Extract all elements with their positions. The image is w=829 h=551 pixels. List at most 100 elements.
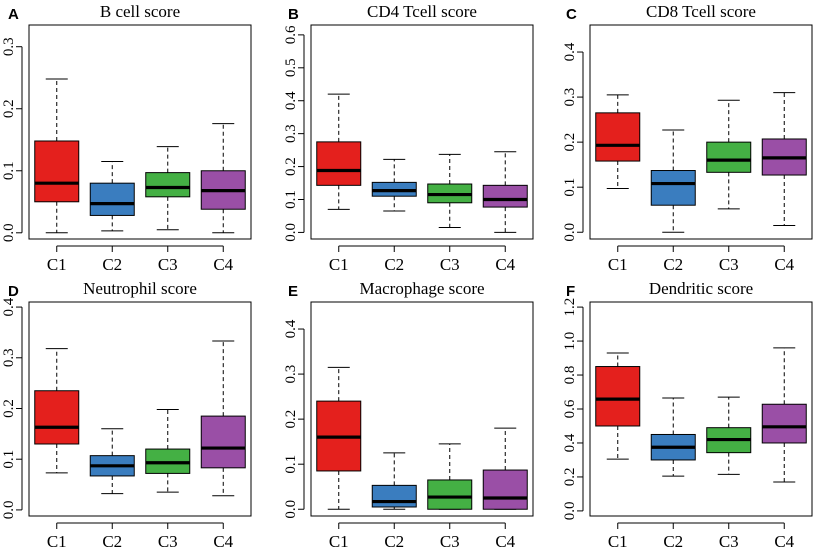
y-tick-label: 0.4 bbox=[562, 42, 578, 61]
panel-letter: D bbox=[8, 283, 19, 300]
plot-frame bbox=[310, 24, 534, 240]
chart-title: Dendritic score bbox=[649, 279, 753, 298]
x-tick-label: C4 bbox=[495, 532, 515, 551]
x-tick-label: C3 bbox=[719, 532, 739, 551]
y-tick-label: 0.3 bbox=[283, 124, 299, 143]
y-tick-label: 0.3 bbox=[562, 88, 578, 107]
y-tick-label: 0.4 bbox=[1, 297, 17, 316]
box-c4 bbox=[761, 92, 807, 226]
chart-title: Neutrophil score bbox=[83, 279, 197, 298]
box-c2 bbox=[371, 452, 417, 510]
x-tick-label: C1 bbox=[608, 255, 628, 274]
chart-title: CD4 Tcell score bbox=[367, 2, 477, 21]
box-c2 bbox=[650, 129, 696, 233]
panel-letter: E bbox=[288, 283, 298, 300]
box-c4 bbox=[761, 347, 807, 483]
plot-frame bbox=[589, 301, 813, 517]
x-tick-label: C4 bbox=[774, 255, 794, 274]
plot-frame bbox=[589, 24, 813, 240]
x-tick-label: C3 bbox=[158, 532, 178, 551]
x-tick-label: C2 bbox=[663, 532, 683, 551]
x-tick-label: C1 bbox=[329, 532, 349, 551]
plot-frame bbox=[310, 301, 534, 517]
iqr-box bbox=[482, 469, 528, 510]
x-tick-label: C1 bbox=[47, 532, 67, 551]
x-tick-label: C4 bbox=[495, 255, 515, 274]
x-tick-label: C4 bbox=[774, 532, 794, 551]
x-tick-label: C2 bbox=[102, 255, 122, 274]
iqr-box bbox=[89, 182, 135, 216]
plot-frame bbox=[28, 24, 252, 240]
y-tick-label: 0.2 bbox=[1, 399, 17, 418]
y-tick-label: 0.0 bbox=[283, 500, 299, 519]
panel-letter: B bbox=[288, 6, 299, 23]
chart-title: Macrophage score bbox=[359, 279, 484, 298]
box-c1 bbox=[316, 93, 362, 210]
box-c1 bbox=[34, 78, 80, 234]
box-c3 bbox=[427, 443, 473, 510]
box-c2 bbox=[89, 160, 135, 232]
box-c1 bbox=[595, 94, 641, 190]
y-tick-label: 0.6 bbox=[283, 25, 299, 44]
panel-letter: F bbox=[566, 283, 575, 300]
y-tick-label: 0.1 bbox=[1, 161, 17, 180]
chart-panel-d: D Neutrophil score 0.0 0.1 0.2 0.3 0.4 C1 C2 C3 C4 bbox=[1, 279, 252, 551]
x-tick-label: C1 bbox=[329, 255, 349, 274]
iqr-box bbox=[761, 403, 807, 444]
y-tick-label: 0.4 bbox=[562, 433, 578, 452]
y-tick-label: 0.3 bbox=[1, 348, 17, 367]
box-c4 bbox=[482, 427, 528, 510]
y-tick-label: 0.2 bbox=[1, 99, 17, 118]
x-tick-label: C3 bbox=[440, 532, 460, 551]
chart-panel-f: F Dendritic score 0.0 0.2 0.4 0.6 0.8 1.0 1.2 C1 C… bbox=[562, 279, 813, 551]
box-c3 bbox=[145, 146, 191, 231]
y-tick-label: 0.6 bbox=[562, 399, 578, 418]
y-tick-label: 0.0 bbox=[283, 223, 299, 242]
iqr-box bbox=[482, 184, 528, 208]
plot-frame bbox=[28, 301, 252, 517]
box-c2 bbox=[89, 428, 135, 495]
panel-letter: A bbox=[8, 6, 19, 23]
iqr-box bbox=[200, 415, 246, 469]
y-tick-label: 0.0 bbox=[562, 502, 578, 521]
x-tick-label: C4 bbox=[213, 255, 233, 274]
x-tick-label: C1 bbox=[608, 532, 628, 551]
box-c3 bbox=[706, 396, 752, 475]
y-tick-label: 1.2 bbox=[562, 298, 578, 317]
y-tick-label: 0.1 bbox=[562, 178, 578, 197]
y-tick-label: 0.5 bbox=[283, 58, 299, 77]
panel-letter: C bbox=[566, 6, 577, 23]
y-tick-label: 0.2 bbox=[283, 157, 299, 176]
y-tick-label: 0.1 bbox=[283, 455, 299, 474]
x-tick-label: C2 bbox=[384, 255, 404, 274]
y-tick-label: 0.0 bbox=[1, 501, 17, 520]
x-tick-label: C3 bbox=[719, 255, 739, 274]
y-tick-label: 0.0 bbox=[1, 223, 17, 242]
y-tick-label: 0.2 bbox=[283, 410, 299, 429]
chart-title: CD8 Tcell score bbox=[646, 2, 756, 21]
iqr-box bbox=[316, 141, 362, 186]
y-tick-label: 0.3 bbox=[1, 37, 17, 56]
y-tick-label: 0.0 bbox=[562, 223, 578, 242]
chart-panel-b: B CD4 Tcell score 0.0 0.1 0.2 0.3 0.4 0.5 0.6 C1 C… bbox=[283, 2, 534, 274]
x-tick-label: C1 bbox=[47, 255, 67, 274]
chart-panel-e: E Macrophage score 0.0 0.1 0.2 0.3 0.4 C1 C2 C3 C4 bbox=[283, 279, 534, 551]
y-tick-label: 0.4 bbox=[283, 319, 299, 338]
iqr-box bbox=[427, 479, 473, 510]
box-c4 bbox=[200, 123, 246, 234]
x-tick-label: C2 bbox=[102, 532, 122, 551]
y-tick-label: 0.1 bbox=[1, 450, 17, 469]
box-c2 bbox=[371, 158, 417, 212]
x-tick-label: C3 bbox=[440, 255, 460, 274]
chart-panel-c: C CD8 Tcell score 0.0 0.1 0.2 0.3 0.4 C1 C2 C3 C4 bbox=[562, 2, 813, 274]
chart-title: B cell score bbox=[100, 2, 180, 21]
iqr-box bbox=[706, 141, 752, 173]
iqr-box bbox=[371, 484, 417, 508]
box-c1 bbox=[316, 366, 362, 510]
y-tick-label: 0.8 bbox=[562, 366, 578, 385]
iqr-box bbox=[34, 390, 80, 445]
box-c3 bbox=[145, 409, 191, 493]
y-tick-label: 0.2 bbox=[562, 133, 578, 152]
box-c4 bbox=[482, 151, 528, 233]
